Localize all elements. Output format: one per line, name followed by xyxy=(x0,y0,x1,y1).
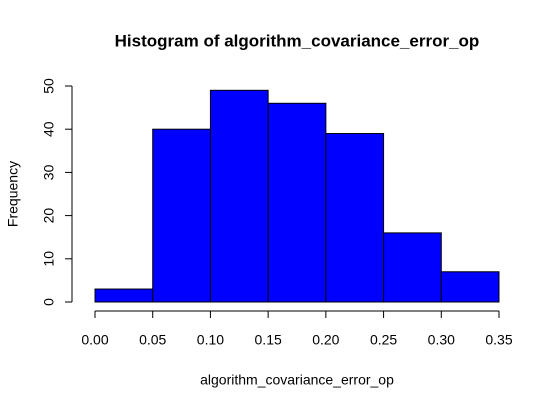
bar xyxy=(325,133,385,303)
y-tick-label: 30 xyxy=(41,164,57,180)
x-tick-label: 0.35 xyxy=(485,332,512,348)
bar xyxy=(209,89,269,303)
bar xyxy=(440,271,500,303)
x-tick-label: 0.15 xyxy=(255,332,282,348)
bar xyxy=(383,232,442,303)
y-tick-label: 10 xyxy=(41,251,57,267)
x-tick-label: 0.25 xyxy=(370,332,397,348)
x-tick-label: 0.20 xyxy=(312,332,339,348)
bar xyxy=(267,102,327,303)
x-axis-label: algorithm_covariance_error_op xyxy=(200,372,394,388)
y-tick-label: 0 xyxy=(41,298,57,306)
y-axis-label: Frequency xyxy=(5,161,21,227)
x-tick-label: 0.10 xyxy=(197,332,224,348)
y-tick-label: 40 xyxy=(41,121,57,137)
chart-title: Histogram of algorithm_covariance_error_… xyxy=(115,31,480,50)
bar xyxy=(152,128,211,303)
bar xyxy=(94,288,154,303)
y-tick-label: 50 xyxy=(41,78,57,94)
x-tick-label: 0.30 xyxy=(428,332,455,348)
x-tick-label: 0.00 xyxy=(81,332,108,348)
y-tick-label: 20 xyxy=(41,208,57,224)
x-tick-label: 0.05 xyxy=(139,332,166,348)
